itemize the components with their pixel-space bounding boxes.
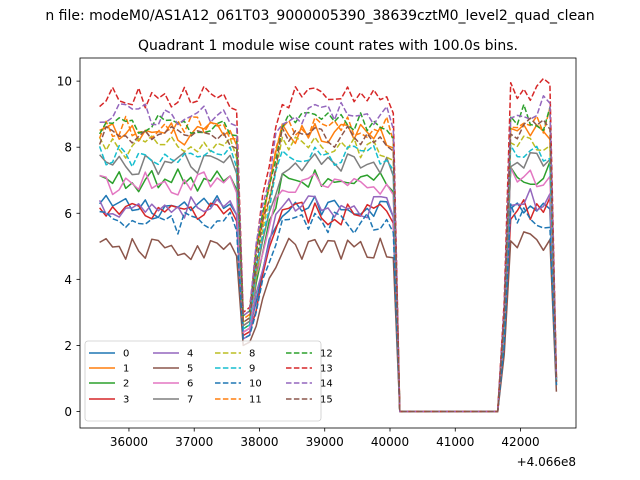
y-axis: 0 2 4 6 8 10 — [57, 75, 80, 419]
legend-label-9: 9 — [249, 364, 255, 375]
x-tick-label: 40000 — [371, 435, 409, 449]
legend-label-0: 0 — [123, 349, 129, 360]
figure-suptitle: n file: modeM0/AS1A12_061T03_9000005390_… — [45, 8, 594, 24]
legend-label-15: 15 — [320, 395, 333, 406]
legend-label-13: 13 — [320, 364, 333, 375]
x-tick-label: 38000 — [240, 435, 278, 449]
y-tick-label: 6 — [64, 207, 72, 221]
legend-box — [84, 340, 322, 422]
y-tick-label: 2 — [64, 339, 72, 353]
x-offset-label: +4.066e8 — [517, 455, 576, 469]
y-tick-label: 10 — [57, 75, 72, 89]
legend-label-1: 1 — [123, 364, 129, 375]
y-tick-label: 4 — [64, 273, 72, 287]
legend-label-5: 5 — [187, 364, 193, 375]
series-line-14 — [99, 95, 558, 413]
series-line-15 — [98, 117, 558, 413]
x-tick-label: 36000 — [110, 435, 148, 449]
legend-label-8: 8 — [249, 349, 255, 360]
x-tick-label: 37000 — [175, 435, 213, 449]
y-tick-label: 8 — [64, 141, 72, 155]
y-tick-label: 0 — [64, 405, 72, 419]
plot-frame — [79, 57, 577, 429]
legend-label-11: 11 — [249, 395, 262, 406]
x-tick-label: 42000 — [501, 435, 539, 449]
legend-label-14: 14 — [320, 379, 333, 390]
legend-label-6: 6 — [187, 379, 193, 390]
x-tick-label: 39000 — [306, 435, 344, 449]
legend-label-7: 7 — [187, 395, 193, 406]
legend-label-12: 12 — [320, 349, 333, 360]
legend-label-3: 3 — [123, 395, 129, 406]
x-axis: 36000 37000 38000 39000 40000 41000 42000 — [110, 428, 540, 449]
x-tick-label: 41000 — [436, 435, 474, 449]
series-lines — [98, 77, 558, 413]
legend-label-10: 10 — [249, 379, 262, 390]
chart-title: Quadrant 1 module wise count rates with … — [138, 38, 518, 54]
legend-label-4: 4 — [187, 349, 193, 360]
legend-label-2: 2 — [123, 379, 129, 390]
